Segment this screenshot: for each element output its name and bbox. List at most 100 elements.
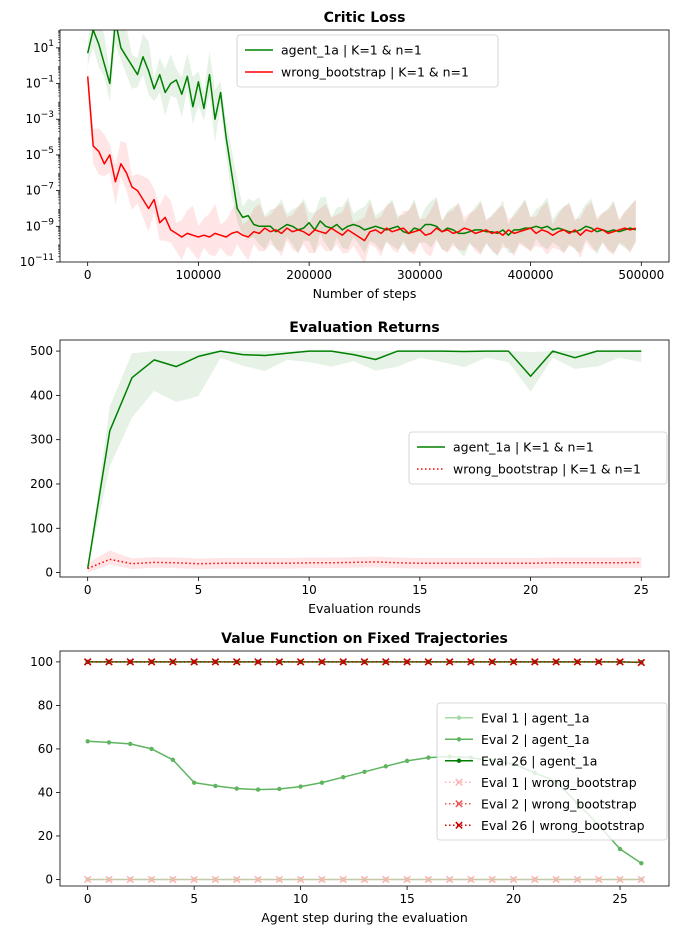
data-point-x (360, 875, 369, 884)
y-tick-base: 10 (33, 41, 48, 55)
data-point (319, 780, 325, 785)
data-point-x (595, 875, 603, 884)
y-tick-label: 60 (38, 742, 53, 756)
chart-panel-2: 0 5 10 15 20 25 0 100 200 300 400 500 Evaluation Ret… (30, 320, 670, 616)
axes-frame (59, 650, 670, 887)
data-point-x (275, 875, 284, 884)
data-point (426, 755, 431, 760)
series-band-2 (87, 65, 636, 262)
plot-area (86, 350, 642, 573)
legend-marker (455, 778, 463, 786)
data-point-x (360, 658, 369, 666)
data-point-x (83, 658, 92, 666)
data-point-x (531, 658, 539, 666)
series-band-1 (87, 351, 642, 569)
data-point-x (467, 875, 475, 884)
x-tick-label: 25 (612, 892, 627, 906)
legend-label-1: agent_1a | K=1 & n=1 (281, 43, 422, 58)
y-tick-exponent: −11 (35, 253, 54, 263)
y-tick-label: 80 (38, 698, 53, 712)
data-point-x (382, 875, 390, 884)
y-tick-exponent: −9 (41, 217, 55, 227)
y-tick-base: 10 (25, 219, 40, 233)
series-band-2 (87, 550, 642, 573)
chart-title: Evaluation Returns (289, 320, 439, 336)
y-tick-base: 10 (20, 255, 35, 269)
data-point (128, 741, 133, 747)
legend: agent_1a | K=1 & n=1 wrong_bootstrap | K=… (236, 34, 499, 88)
legend: agent_1a | K=1 & n=1 wrong_bootstrap | K=… (408, 431, 668, 485)
legend-label-2: wrong_bootstrap | K=1 & n=1 (281, 65, 469, 80)
legend-label-1: Eval 1 | agent_1a (481, 710, 589, 725)
data-point (617, 846, 623, 852)
x-tick-label: 15 (399, 892, 414, 906)
data-point-x (105, 875, 113, 884)
legend-box (236, 34, 499, 88)
data-point-x (126, 658, 134, 666)
data-point-x (339, 875, 347, 884)
legend-label-2: wrong_bootstrap | K=1 & n=1 (453, 462, 641, 477)
data-point-x (552, 875, 560, 884)
chart-title: Value Function on Fixed Trajectories (221, 631, 508, 647)
y-tick-exponent: −7 (41, 182, 54, 192)
y-tick-label: 300 (30, 433, 53, 447)
y-tick-label: 100 (30, 521, 53, 535)
legend-marker (455, 800, 463, 808)
data-point-x (211, 658, 220, 666)
data-point (106, 740, 112, 745)
x-tick-label: 200000 (286, 268, 332, 282)
legend-label-4: Eval 1 | wrong_bootstrap (481, 775, 637, 790)
data-point-x (190, 875, 198, 884)
y-tick-label: 0 (45, 872, 53, 886)
y-tick-label: 10−11 (20, 253, 54, 269)
data-point-x (616, 875, 624, 884)
y-tick-label: 101 (33, 39, 54, 55)
x-tick-label: 500000 (618, 268, 664, 282)
x-tick-label: 0 (84, 892, 92, 906)
y-tick-label: 400 (30, 388, 53, 402)
data-point-x (382, 658, 390, 666)
x-tick-label: 5 (190, 892, 198, 906)
legend-label-5: Eval 2 | wrong_bootstrap (481, 796, 637, 811)
data-point-x (233, 875, 241, 884)
legend-label-6: Eval 26 | wrong_bootstrap (481, 818, 645, 833)
y-tick-base: 10 (25, 148, 40, 162)
data-point-x (296, 658, 305, 666)
data-point (255, 787, 261, 792)
data-point-x (83, 875, 92, 884)
legend-label-2: Eval 2 | agent_1a (481, 732, 589, 747)
data-point (341, 775, 346, 780)
plot-area (83, 658, 646, 884)
data-point-x (637, 658, 646, 667)
x-tick-label: 10 (293, 892, 308, 906)
y-tick-exponent: −5 (41, 146, 54, 156)
data-point (277, 786, 282, 792)
x-tick-label: 0 (84, 268, 92, 282)
y-tick-base: 10 (25, 77, 40, 91)
legend-marker (456, 715, 462, 720)
data-point-x (296, 875, 305, 884)
x-axis-label: Number of steps (313, 286, 417, 301)
chart-title: Critic Loss (324, 10, 406, 26)
data-point-x (573, 658, 582, 666)
y-tick-exponent: 1 (48, 39, 54, 49)
data-point-x (105, 658, 113, 666)
data-point-x (275, 658, 284, 666)
data-point-x (190, 658, 198, 666)
chart-panel-1: 0 100000 200000 300000 400000 50000010−1110−9… (20, 10, 670, 301)
data-point-x (318, 875, 326, 884)
y-tick-base: 10 (25, 112, 40, 126)
y-tick-base: 10 (25, 184, 40, 198)
legend-label-1: agent_1a | K=1 & n=1 (453, 440, 594, 455)
x-tick-label: 20 (506, 892, 521, 906)
data-point-x (211, 875, 220, 884)
axes-frame (59, 339, 670, 578)
data-point-x (509, 658, 518, 666)
data-point (191, 780, 197, 785)
y-tick-label: 0 (45, 566, 53, 580)
legend-marker (456, 758, 462, 763)
data-point-x (147, 875, 156, 884)
data-point (362, 769, 367, 774)
x-axis-label: Agent step during the evaluation (261, 910, 468, 925)
y-tick-label: 10−7 (25, 182, 54, 198)
